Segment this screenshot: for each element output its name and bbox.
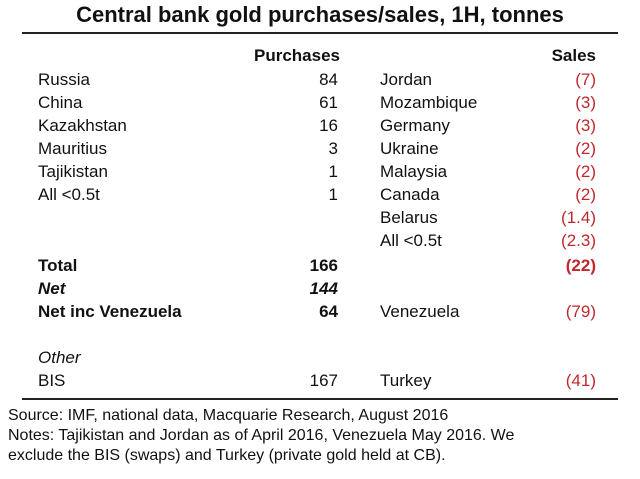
purchase-country: Russia [38, 70, 90, 89]
sale-value: (2) [575, 185, 596, 204]
header-sales: Sales [551, 46, 596, 65]
sale-value: (3) [575, 93, 596, 112]
purchase-country: All <0.5t [38, 185, 100, 204]
sale-country: Canada [380, 185, 440, 204]
table-title: Central bank gold purchases/sales, 1H, t… [76, 2, 564, 27]
sale-value: (1.4) [561, 208, 596, 227]
net-inc-venezuela-label: Net inc Venezuela [38, 302, 182, 321]
notes-line-2: exclude the BIS (swaps) and Turkey (priv… [8, 447, 446, 464]
purchase-country: China [38, 93, 83, 112]
other-label: Other [38, 348, 81, 367]
net-value: 144 [309, 279, 338, 298]
sale-value: (2) [575, 139, 596, 158]
purchase-country: Kazakhstan [38, 116, 127, 135]
net-inc-venezuela-value: 64 [319, 302, 338, 321]
total-label: Total [38, 256, 78, 275]
sale-country: Malaysia [380, 162, 448, 181]
header-purchases: Purchases [254, 46, 340, 65]
sale-country: Mozambique [380, 93, 478, 112]
sale-country: Belarus [380, 208, 438, 227]
purchase-value: 16 [319, 116, 338, 135]
sale-country: All <0.5t [380, 231, 442, 250]
top-rule [22, 32, 618, 34]
sale-country: Venezuela [380, 302, 460, 321]
total-sales: (22) [565, 256, 596, 275]
net-label: Net [38, 279, 66, 298]
sale-country: Ukraine [380, 139, 439, 158]
sale-country: Turkey [380, 371, 432, 390]
sale-value: (7) [575, 70, 596, 89]
sale-country: Germany [380, 116, 450, 135]
sale-value: (2.3) [561, 231, 596, 250]
purchase-value: 1 [328, 162, 338, 181]
sale-value: (3) [575, 116, 596, 135]
purchase-value: 1 [328, 185, 338, 204]
purchase-value: 3 [328, 139, 338, 158]
sale-value: (2) [575, 162, 596, 181]
sale-country: Jordan [380, 70, 432, 89]
purchase-country: Mauritius [38, 139, 107, 158]
purchase-country: Tajikistan [38, 162, 108, 181]
sale-value: (79) [565, 302, 596, 321]
sale-value: (41) [565, 371, 596, 390]
total-purchases: 166 [309, 256, 338, 275]
bottom-rule [22, 398, 618, 400]
purchase-value: 61 [319, 93, 338, 112]
source-note: Source: IMF, national data, Macquarie Re… [8, 407, 449, 424]
purchase-country: BIS [38, 371, 66, 390]
purchase-value: 167 [309, 371, 338, 390]
purchase-value: 84 [319, 70, 338, 89]
notes-line-1: Notes: Tajikistan and Jordan as of April… [8, 427, 515, 444]
